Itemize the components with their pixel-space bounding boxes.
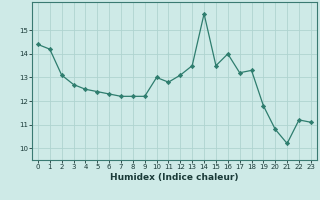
X-axis label: Humidex (Indice chaleur): Humidex (Indice chaleur) (110, 173, 239, 182)
